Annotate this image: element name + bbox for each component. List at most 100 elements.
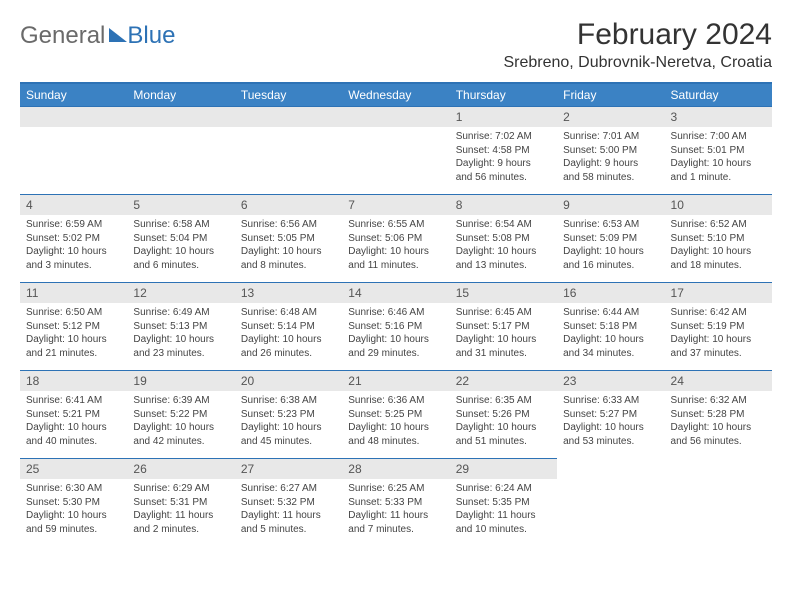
day-details: Sunrise: 6:45 AMSunset: 5:17 PMDaylight:… — [450, 303, 557, 366]
day-detail-line: Sunset: 5:31 PM — [133, 496, 228, 510]
day-detail-line: and 29 minutes. — [348, 347, 443, 361]
day-detail-line: Sunrise: 6:24 AM — [456, 482, 551, 496]
day-detail-line: Sunset: 5:28 PM — [671, 408, 766, 422]
day-detail-line: and 56 minutes. — [671, 435, 766, 449]
calendar-day: 2Sunrise: 7:01 AMSunset: 5:00 PMDaylight… — [557, 106, 664, 194]
day-detail-line: Daylight: 9 hours — [563, 157, 658, 171]
day-detail-line: Daylight: 10 hours — [241, 421, 336, 435]
day-detail-line: Daylight: 10 hours — [26, 509, 121, 523]
empty-day-bar — [342, 106, 449, 127]
calendar-day: 15Sunrise: 6:45 AMSunset: 5:17 PMDayligh… — [450, 282, 557, 370]
day-details: Sunrise: 6:32 AMSunset: 5:28 PMDaylight:… — [665, 391, 772, 454]
day-detail-line: Daylight: 10 hours — [133, 333, 228, 347]
day-number: 21 — [342, 370, 449, 391]
day-detail-line: Sunset: 5:17 PM — [456, 320, 551, 334]
day-detail-line: Sunset: 5:04 PM — [133, 232, 228, 246]
day-details: Sunrise: 6:44 AMSunset: 5:18 PMDaylight:… — [557, 303, 664, 366]
calendar-day: 1Sunrise: 7:02 AMSunset: 4:58 PMDaylight… — [450, 106, 557, 194]
day-number: 2 — [557, 106, 664, 127]
day-detail-line: Sunrise: 6:35 AM — [456, 394, 551, 408]
day-detail-line: and 53 minutes. — [563, 435, 658, 449]
calendar-table: SundayMondayTuesdayWednesdayThursdayFrid… — [20, 82, 772, 546]
weekday-header: Sunday — [20, 83, 127, 106]
day-detail-line: and 34 minutes. — [563, 347, 658, 361]
day-detail-line: Daylight: 10 hours — [456, 245, 551, 259]
day-details: Sunrise: 6:50 AMSunset: 5:12 PMDaylight:… — [20, 303, 127, 366]
day-details: Sunrise: 6:35 AMSunset: 5:26 PMDaylight:… — [450, 391, 557, 454]
day-number: 24 — [665, 370, 772, 391]
day-detail-line: Sunset: 5:08 PM — [456, 232, 551, 246]
day-detail-line: Sunset: 5:05 PM — [241, 232, 336, 246]
day-detail-line: Daylight: 10 hours — [348, 333, 443, 347]
calendar-day-empty — [342, 106, 449, 194]
day-detail-line: Daylight: 11 hours — [133, 509, 228, 523]
day-detail-line: Sunrise: 6:45 AM — [456, 306, 551, 320]
day-detail-line: Sunrise: 6:39 AM — [133, 394, 228, 408]
day-details: Sunrise: 6:53 AMSunset: 5:09 PMDaylight:… — [557, 215, 664, 278]
day-detail-line: Daylight: 10 hours — [133, 245, 228, 259]
day-detail-line: and 48 minutes. — [348, 435, 443, 449]
day-detail-line: and 51 minutes. — [456, 435, 551, 449]
calendar-day: 10Sunrise: 6:52 AMSunset: 5:10 PMDayligh… — [665, 194, 772, 282]
day-detail-line: Daylight: 10 hours — [671, 333, 766, 347]
day-detail-line: Sunrise: 6:52 AM — [671, 218, 766, 232]
day-detail-line: and 2 minutes. — [133, 523, 228, 537]
day-detail-line: Sunset: 5:01 PM — [671, 144, 766, 158]
calendar-day: 9Sunrise: 6:53 AMSunset: 5:09 PMDaylight… — [557, 194, 664, 282]
day-number: 7 — [342, 194, 449, 215]
day-number: 29 — [450, 458, 557, 479]
calendar-week: 18Sunrise: 6:41 AMSunset: 5:21 PMDayligh… — [20, 370, 772, 458]
day-detail-line: Daylight: 10 hours — [671, 245, 766, 259]
calendar-day: 18Sunrise: 6:41 AMSunset: 5:21 PMDayligh… — [20, 370, 127, 458]
day-number: 8 — [450, 194, 557, 215]
day-detail-line: and 23 minutes. — [133, 347, 228, 361]
day-detail-line: and 1 minute. — [671, 171, 766, 185]
day-number: 9 — [557, 194, 664, 215]
day-number: 23 — [557, 370, 664, 391]
day-detail-line: Sunset: 5:18 PM — [563, 320, 658, 334]
day-details: Sunrise: 6:59 AMSunset: 5:02 PMDaylight:… — [20, 215, 127, 278]
day-details: Sunrise: 6:39 AMSunset: 5:22 PMDaylight:… — [127, 391, 234, 454]
weekday-header: Friday — [557, 83, 664, 106]
day-detail-line: Sunset: 5:00 PM — [563, 144, 658, 158]
day-detail-line: Sunrise: 6:30 AM — [26, 482, 121, 496]
day-detail-line: Sunrise: 7:00 AM — [671, 130, 766, 144]
day-detail-line: Sunset: 5:26 PM — [456, 408, 551, 422]
day-detail-line: Daylight: 10 hours — [241, 245, 336, 259]
calendar-day: 24Sunrise: 6:32 AMSunset: 5:28 PMDayligh… — [665, 370, 772, 458]
calendar-week: 11Sunrise: 6:50 AMSunset: 5:12 PMDayligh… — [20, 282, 772, 370]
day-detail-line: Sunset: 5:13 PM — [133, 320, 228, 334]
day-detail-line: and 26 minutes. — [241, 347, 336, 361]
day-detail-line: Sunset: 5:23 PM — [241, 408, 336, 422]
day-detail-line: and 6 minutes. — [133, 259, 228, 273]
day-detail-line: Sunrise: 6:32 AM — [671, 394, 766, 408]
day-detail-line: and 11 minutes. — [348, 259, 443, 273]
title-block: February 2024 Srebreno, Dubrovnik-Neretv… — [503, 18, 772, 72]
day-detail-line: and 59 minutes. — [26, 523, 121, 537]
day-detail-line: Sunrise: 6:38 AM — [241, 394, 336, 408]
calendar-day: 8 Sunrise: 6:54 AMSunset: 5:08 PMDaylight… — [450, 194, 557, 282]
day-number: 1 — [450, 106, 557, 127]
day-details: Sunrise: 6:38 AMSunset: 5:23 PMDaylight:… — [235, 391, 342, 454]
day-detail-line: Daylight: 10 hours — [456, 333, 551, 347]
day-details: Sunrise: 6:30 AMSunset: 5:30 PMDaylight:… — [20, 479, 127, 542]
day-detail-line: Sunrise: 6:54 AM — [456, 218, 551, 232]
calendar-day: 4Sunrise: 6:59 AMSunset: 5:02 PMDaylight… — [20, 194, 127, 282]
calendar-day: 25Sunrise: 6:30 AMSunset: 5:30 PMDayligh… — [20, 458, 127, 546]
empty-day-bar — [235, 106, 342, 127]
day-details: Sunrise: 7:01 AMSunset: 5:00 PMDaylight:… — [557, 127, 664, 190]
day-number: 25 — [20, 458, 127, 479]
day-detail-line: and 13 minutes. — [456, 259, 551, 273]
day-detail-line: Sunrise: 6:29 AM — [133, 482, 228, 496]
day-detail-line: Sunrise: 6:56 AM — [241, 218, 336, 232]
day-detail-line: Sunset: 4:58 PM — [456, 144, 551, 158]
calendar-day-empty — [127, 106, 234, 194]
day-number: 15 — [450, 282, 557, 303]
day-detail-line: and 16 minutes. — [563, 259, 658, 273]
empty-day-bar — [127, 106, 234, 127]
day-detail-line: Daylight: 11 hours — [456, 509, 551, 523]
day-detail-line: and 21 minutes. — [26, 347, 121, 361]
day-number: 3 — [665, 106, 772, 127]
day-detail-line: Sunset: 5:25 PM — [348, 408, 443, 422]
day-details: Sunrise: 6:27 AMSunset: 5:32 PMDaylight:… — [235, 479, 342, 542]
